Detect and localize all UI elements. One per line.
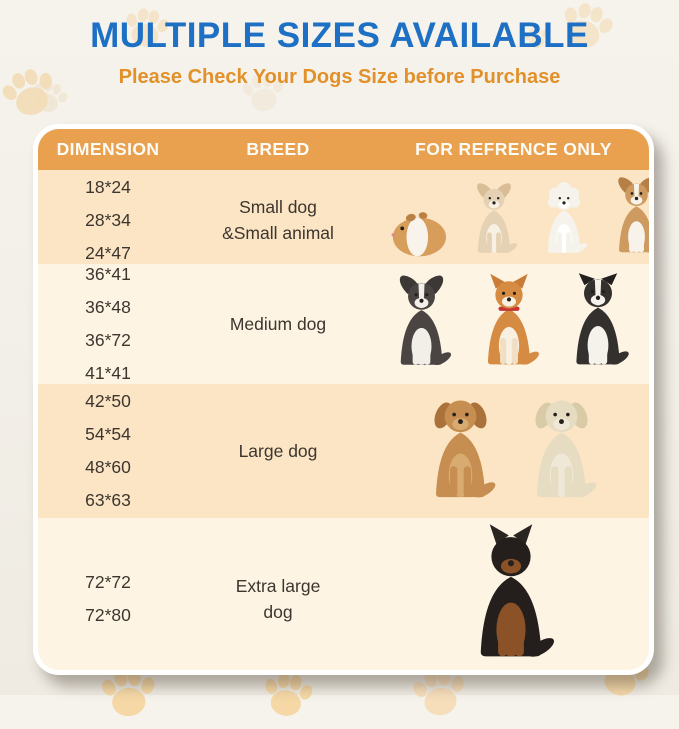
animal-image-border-collie — [558, 270, 638, 374]
breed-label: Medium dog — [229, 313, 327, 334]
column-header-reference: FOR REFRENCE ONLY — [415, 139, 612, 159]
reference-images-cell — [378, 518, 649, 670]
breed-label: dog — [263, 602, 293, 622]
page-subtitle: Please Check Your Dogs Size before Purch… — [118, 66, 561, 88]
breed-cell: Extra large dog — [178, 518, 378, 670]
breed-cell: Small dog &Small animal — [178, 170, 378, 270]
table-row: 18*24 28*34 24*47 Small dog &Small animal — [38, 170, 649, 264]
dimension-value: 72*80 — [85, 605, 131, 625]
dimension-value: 72*72 — [85, 572, 131, 592]
dimension-value: 18*24 — [85, 176, 131, 197]
column-header-breed: BREED — [246, 139, 310, 159]
dimension-value: 41*41 — [85, 363, 131, 383]
reference-images-cell — [378, 170, 649, 270]
dimension-value: 36*48 — [85, 297, 131, 317]
dimension-value: 28*34 — [85, 209, 131, 230]
size-chart-card: DIMENSION BREED FOR REFRENCE ONLY 18*24 2… — [33, 124, 654, 675]
breed-label: Large dog — [238, 440, 318, 461]
dimension-cell: 42*50 54*54 48*60 63*63 — [38, 384, 178, 518]
dimension-cell: 72*72 72*80 — [38, 518, 178, 670]
animal-image-chihuahua — [464, 182, 524, 260]
dimension-value: 36*41 — [85, 264, 131, 284]
animal-image-french-bulldog — [383, 274, 460, 374]
dimension-value: 48*60 — [85, 457, 131, 477]
reference-images-cell — [378, 384, 649, 518]
animal-image-shiba-inu — [470, 272, 548, 374]
dimension-cell: 18*24 28*34 24*47 — [38, 170, 178, 270]
animal-image-labrador — [516, 390, 607, 508]
breed-label: &Small animal — [222, 223, 334, 243]
animal-image-guinea-pig — [382, 204, 454, 260]
animal-image-doberman — [455, 524, 567, 670]
dimension-value: 54*54 — [85, 424, 131, 444]
dimension-value: 42*50 — [85, 391, 131, 411]
breed-cell: Medium dog — [178, 264, 378, 384]
table-row: 36*41 36*48 36*72 41*41 Medium dog — [38, 264, 649, 384]
animal-image-bichon-frise — [534, 182, 594, 260]
page-title: MULTIPLE SIZES AVAILABLE — [90, 16, 589, 55]
breed-label: Extra large — [235, 575, 321, 596]
breed-cell: Large dog — [178, 384, 378, 518]
table-row: 72*72 72*80 Extra large dog — [38, 518, 649, 670]
column-header-dimension: DIMENSION — [56, 139, 160, 159]
dimension-value: 24*47 — [85, 242, 131, 263]
dimension-value: 63*63 — [85, 490, 131, 510]
animal-image-golden-retriever — [415, 390, 506, 508]
dimension-cell: 36*41 36*48 36*72 41*41 — [38, 264, 178, 384]
reference-images-cell — [378, 264, 649, 384]
dimension-value: 36*72 — [85, 330, 131, 350]
table-row: 42*50 54*54 48*60 63*63 Large dog — [38, 384, 649, 518]
animal-image-corgi — [604, 176, 649, 260]
breed-label: Small dog — [239, 196, 317, 217]
table-body: 18*24 28*34 24*47 Small dog &Small animal 36*… — [38, 170, 649, 670]
page-header: MULTIPLE SIZES AVAILABLE Please Check Yo… — [0, 16, 679, 89]
table-header-row: DIMENSION BREED FOR REFRENCE ONLY — [38, 129, 649, 170]
